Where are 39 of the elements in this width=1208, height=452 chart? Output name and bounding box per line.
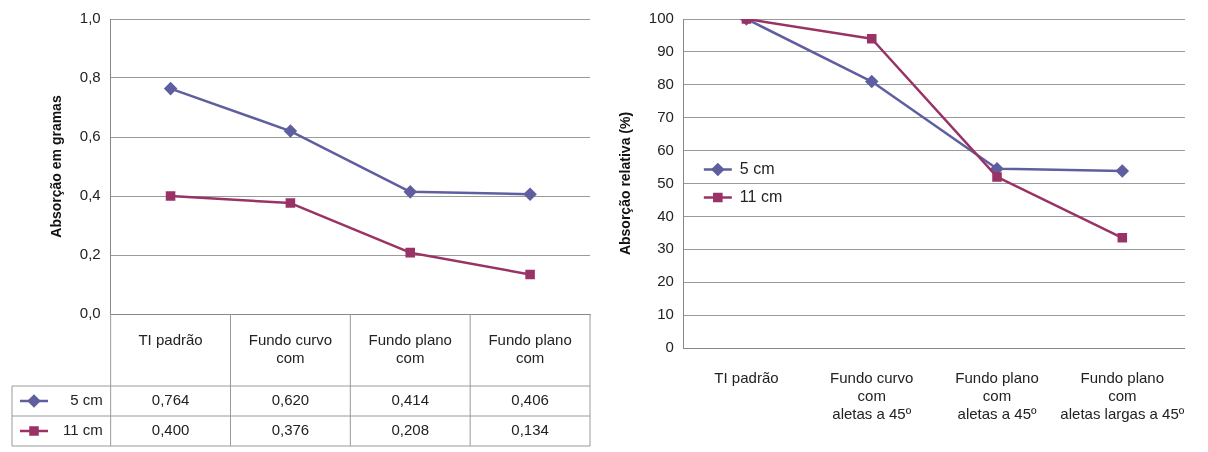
data-label: 0,620 xyxy=(271,391,310,409)
y-axis-title: Absorção em gramas xyxy=(48,95,65,238)
data-label: 0,208 xyxy=(391,421,430,439)
data-label: 0,376 xyxy=(271,421,310,439)
legend-label: 11 cm xyxy=(739,187,783,205)
y-tick-label: 40 xyxy=(657,206,674,224)
y-tick-label: 90 xyxy=(657,42,674,60)
y-tick-label: 20 xyxy=(657,272,674,290)
legend-label: 11 cm xyxy=(62,421,103,439)
x-tick-label: TI padrão xyxy=(138,331,203,349)
y-tick-label: 100 xyxy=(648,9,674,27)
y-tick-label: 0,6 xyxy=(79,127,101,145)
legend-label: 5 cm xyxy=(70,391,103,409)
x-tick-label: Fundo plano com aletas a 45º xyxy=(955,369,1039,423)
legend-label: 5 cm xyxy=(739,159,775,177)
y-tick-label: 70 xyxy=(657,107,674,125)
y-tick-label: 0 xyxy=(665,338,674,356)
x-tick-label: Fundo curvo com aletas a 45º xyxy=(830,369,914,423)
x-tick-label: Fundo plano com xyxy=(488,331,572,367)
y-tick-label: 60 xyxy=(657,140,674,158)
y-tick-label: 0,8 xyxy=(79,68,101,86)
y-tick-label: 80 xyxy=(657,74,674,92)
y-tick-label: 10 xyxy=(657,305,674,323)
data-label: 0,414 xyxy=(391,391,430,409)
x-tick-label: Fundo plano com aletas largas a 45º xyxy=(1060,369,1185,423)
y-tick-label: 0,4 xyxy=(79,186,101,204)
data-label: 0,764 xyxy=(151,391,190,409)
x-tick-label: TI padrão xyxy=(714,369,779,387)
y-tick-label: 1,0 xyxy=(79,9,101,27)
y-tick-label: 0,2 xyxy=(79,245,101,263)
data-label: 0,134 xyxy=(511,421,549,439)
x-tick-label: Fundo plano com xyxy=(368,331,452,367)
y-tick-label: 30 xyxy=(657,239,674,257)
y-tick-label: 50 xyxy=(657,173,674,191)
y-axis-title: Absorção relativa (%) xyxy=(617,111,634,256)
data-label: 0,400 xyxy=(151,421,190,439)
x-tick-label: Fundo curvo com xyxy=(248,331,333,367)
data-label: 0,406 xyxy=(511,391,549,409)
y-tick-label: 0,0 xyxy=(79,304,101,322)
